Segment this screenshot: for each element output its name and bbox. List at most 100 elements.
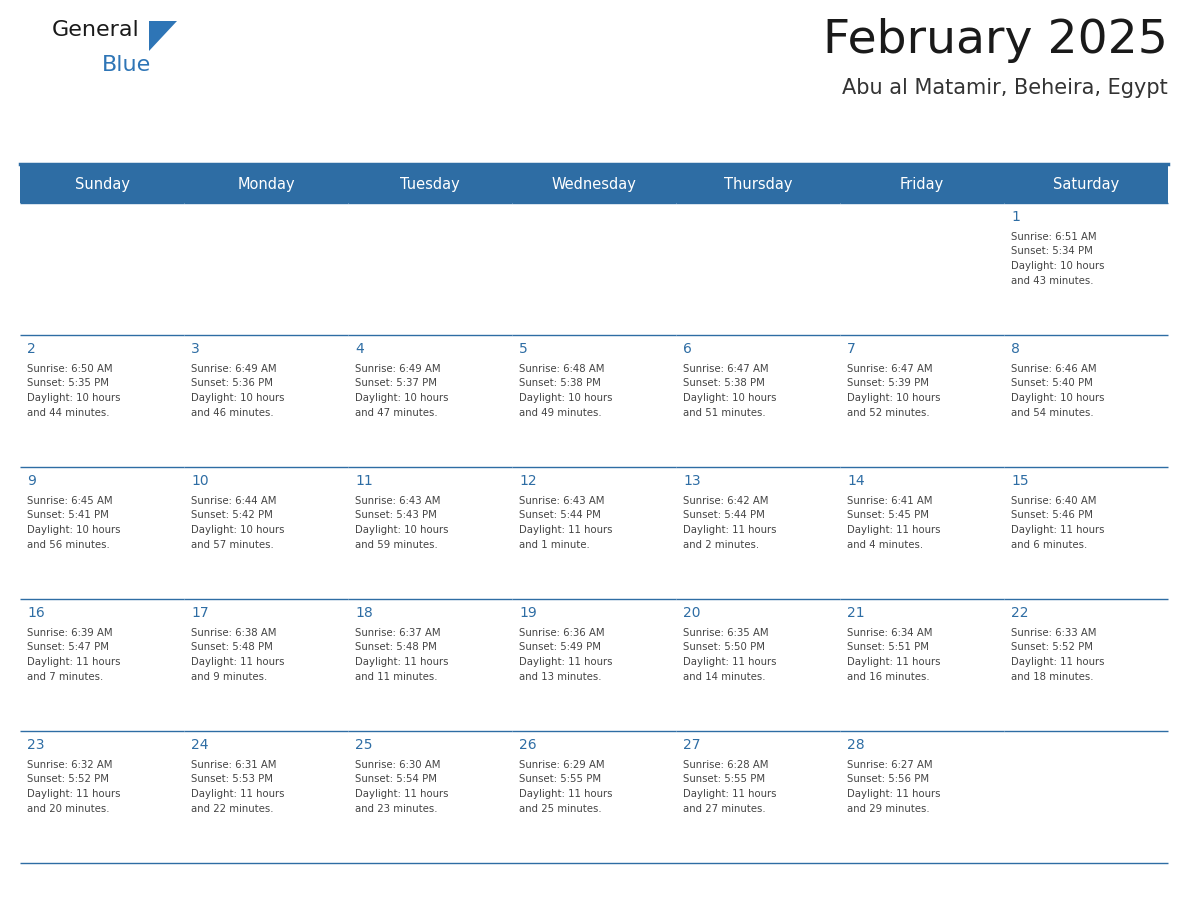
Bar — [676, 467, 840, 599]
Text: 18: 18 — [355, 606, 373, 620]
Text: and 49 minutes.: and 49 minutes. — [519, 408, 601, 418]
Text: Sunrise: 6:33 AM: Sunrise: 6:33 AM — [1011, 628, 1097, 637]
Text: Sunrise: 6:48 AM: Sunrise: 6:48 AM — [519, 364, 605, 374]
Text: and 1 minute.: and 1 minute. — [519, 540, 589, 550]
Text: 27: 27 — [683, 738, 701, 752]
Text: Daylight: 11 hours: Daylight: 11 hours — [683, 657, 777, 667]
Text: Sunrise: 6:35 AM: Sunrise: 6:35 AM — [683, 628, 769, 637]
Text: and 9 minutes.: and 9 minutes. — [191, 672, 267, 682]
Text: Sunset: 5:45 PM: Sunset: 5:45 PM — [847, 510, 929, 521]
Text: Sunrise: 6:37 AM: Sunrise: 6:37 AM — [355, 628, 441, 637]
Text: Sunset: 5:41 PM: Sunset: 5:41 PM — [27, 510, 109, 521]
Text: Sunrise: 6:51 AM: Sunrise: 6:51 AM — [1011, 231, 1097, 241]
Text: Sunset: 5:52 PM: Sunset: 5:52 PM — [27, 774, 109, 784]
Bar — [184, 335, 348, 467]
Text: and 51 minutes.: and 51 minutes. — [683, 408, 765, 418]
Text: Saturday: Saturday — [1053, 176, 1119, 192]
Text: Sunrise: 6:34 AM: Sunrise: 6:34 AM — [847, 628, 933, 637]
Text: 15: 15 — [1011, 474, 1029, 488]
Bar — [840, 731, 1004, 863]
Text: Sunset: 5:42 PM: Sunset: 5:42 PM — [191, 510, 273, 521]
Bar — [348, 335, 512, 467]
Text: Daylight: 10 hours: Daylight: 10 hours — [191, 393, 284, 403]
Bar — [512, 731, 676, 863]
Text: Daylight: 11 hours: Daylight: 11 hours — [519, 789, 613, 799]
Text: Daylight: 11 hours: Daylight: 11 hours — [27, 789, 120, 799]
Text: and 23 minutes.: and 23 minutes. — [355, 804, 437, 814]
Text: Sunset: 5:46 PM: Sunset: 5:46 PM — [1011, 510, 1093, 521]
Bar — [348, 731, 512, 863]
Text: Sunrise: 6:47 AM: Sunrise: 6:47 AM — [847, 364, 933, 374]
Text: Sunrise: 6:49 AM: Sunrise: 6:49 AM — [355, 364, 441, 374]
Text: and 18 minutes.: and 18 minutes. — [1011, 672, 1093, 682]
Text: and 47 minutes.: and 47 minutes. — [355, 408, 437, 418]
Text: Daylight: 11 hours: Daylight: 11 hours — [1011, 525, 1105, 535]
Text: and 44 minutes.: and 44 minutes. — [27, 408, 109, 418]
Text: Daylight: 11 hours: Daylight: 11 hours — [355, 789, 449, 799]
Text: Daylight: 10 hours: Daylight: 10 hours — [355, 525, 449, 535]
Text: Sunset: 5:55 PM: Sunset: 5:55 PM — [683, 774, 765, 784]
Text: Sunrise: 6:39 AM: Sunrise: 6:39 AM — [27, 628, 113, 637]
Text: Sunrise: 6:28 AM: Sunrise: 6:28 AM — [683, 759, 769, 769]
Text: 28: 28 — [847, 738, 865, 752]
Text: 13: 13 — [683, 474, 701, 488]
Text: Sunrise: 6:40 AM: Sunrise: 6:40 AM — [1011, 496, 1097, 506]
Text: Daylight: 10 hours: Daylight: 10 hours — [1011, 393, 1105, 403]
Text: 25: 25 — [355, 738, 373, 752]
Bar — [184, 731, 348, 863]
Bar — [512, 203, 676, 335]
Bar — [1004, 731, 1168, 863]
Text: Sunset: 5:35 PM: Sunset: 5:35 PM — [27, 378, 109, 388]
Text: and 7 minutes.: and 7 minutes. — [27, 672, 103, 682]
Text: 6: 6 — [683, 342, 691, 356]
Text: and 4 minutes.: and 4 minutes. — [847, 540, 923, 550]
Bar — [512, 335, 676, 467]
Text: 5: 5 — [519, 342, 527, 356]
Text: 4: 4 — [355, 342, 364, 356]
Text: and 11 minutes.: and 11 minutes. — [355, 672, 437, 682]
Text: Sunset: 5:55 PM: Sunset: 5:55 PM — [519, 774, 601, 784]
Text: 12: 12 — [519, 474, 537, 488]
Text: and 25 minutes.: and 25 minutes. — [519, 804, 601, 814]
Text: Sunset: 5:40 PM: Sunset: 5:40 PM — [1011, 378, 1093, 388]
Text: Daylight: 11 hours: Daylight: 11 hours — [519, 525, 613, 535]
Bar — [348, 467, 512, 599]
Bar — [840, 467, 1004, 599]
Bar — [184, 599, 348, 731]
Bar — [840, 335, 1004, 467]
Text: Daylight: 11 hours: Daylight: 11 hours — [847, 657, 941, 667]
Text: Sunset: 5:38 PM: Sunset: 5:38 PM — [683, 378, 765, 388]
Text: Sunset: 5:38 PM: Sunset: 5:38 PM — [519, 378, 601, 388]
Text: Tuesday: Tuesday — [400, 176, 460, 192]
Text: Sunday: Sunday — [75, 176, 129, 192]
Text: General: General — [52, 20, 140, 40]
Text: Daylight: 10 hours: Daylight: 10 hours — [847, 393, 941, 403]
Text: and 6 minutes.: and 6 minutes. — [1011, 540, 1087, 550]
Text: Sunset: 5:48 PM: Sunset: 5:48 PM — [191, 643, 273, 653]
Text: and 59 minutes.: and 59 minutes. — [355, 540, 437, 550]
Bar — [676, 335, 840, 467]
Text: Sunrise: 6:50 AM: Sunrise: 6:50 AM — [27, 364, 113, 374]
Polygon shape — [148, 21, 177, 51]
Text: Daylight: 11 hours: Daylight: 11 hours — [847, 525, 941, 535]
Bar — [348, 599, 512, 731]
Bar — [20, 335, 184, 467]
Text: and 20 minutes.: and 20 minutes. — [27, 804, 109, 814]
Text: and 13 minutes.: and 13 minutes. — [519, 672, 601, 682]
Text: Sunset: 5:56 PM: Sunset: 5:56 PM — [847, 774, 929, 784]
Text: Daylight: 11 hours: Daylight: 11 hours — [355, 657, 449, 667]
Text: Sunset: 5:44 PM: Sunset: 5:44 PM — [519, 510, 601, 521]
Text: Sunrise: 6:47 AM: Sunrise: 6:47 AM — [683, 364, 769, 374]
Text: February 2025: February 2025 — [823, 18, 1168, 63]
Text: and 16 minutes.: and 16 minutes. — [847, 672, 930, 682]
Bar — [20, 599, 184, 731]
Bar — [1004, 467, 1168, 599]
Bar — [1004, 335, 1168, 467]
Text: Sunset: 5:52 PM: Sunset: 5:52 PM — [1011, 643, 1093, 653]
Text: Sunrise: 6:46 AM: Sunrise: 6:46 AM — [1011, 364, 1097, 374]
Bar — [512, 599, 676, 731]
Text: 22: 22 — [1011, 606, 1029, 620]
Text: Sunrise: 6:45 AM: Sunrise: 6:45 AM — [27, 496, 113, 506]
Text: Thursday: Thursday — [723, 176, 792, 192]
Text: 2: 2 — [27, 342, 36, 356]
